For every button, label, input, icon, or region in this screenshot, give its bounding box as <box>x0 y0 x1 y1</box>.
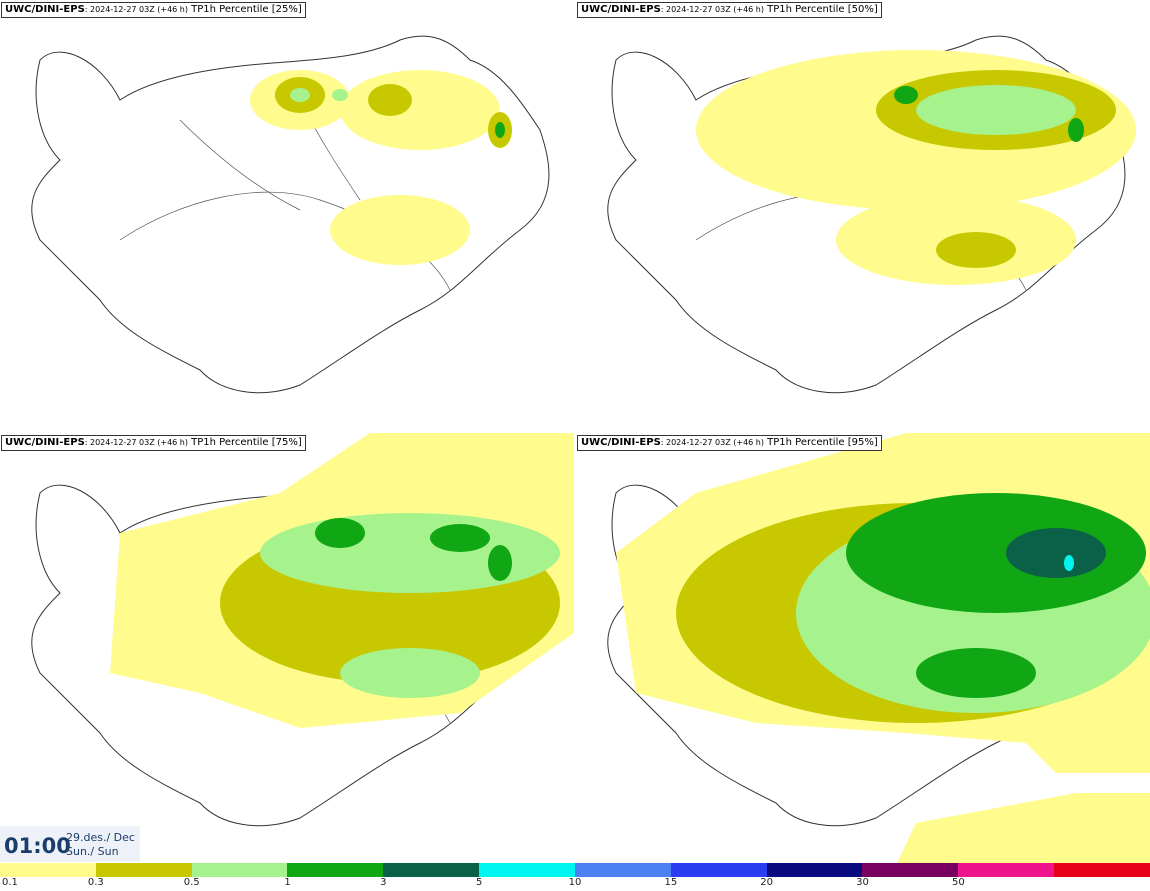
colorbar <box>0 863 1150 877</box>
panel-title: UWC/DINI-EPS: 2024-12-27 03Z (+46 h) TP1… <box>1 2 306 18</box>
weekday-line: Sun./ Sun <box>66 845 119 858</box>
colorbar-label: 0.3 <box>87 877 104 888</box>
map-panel-p25: UWC/DINI-EPS: 2024-12-27 03Z (+46 h) TP1… <box>0 0 574 432</box>
colorbar-segment <box>670 863 767 877</box>
panel-title: UWC/DINI-EPS: 2024-12-27 03Z (+46 h) TP1… <box>1 435 306 451</box>
colorbar-label: 0.5 <box>183 877 200 888</box>
precip-map <box>607 433 1150 865</box>
colorbar-label: 5 <box>475 877 483 888</box>
date-line: 29.des./ Dec <box>66 831 135 844</box>
colorbar-label: 15 <box>664 877 678 888</box>
colorbar-segment <box>766 863 863 877</box>
colorbar-segment <box>862 863 959 877</box>
panel-divider <box>0 431 1150 433</box>
colorbar-label: 1 <box>284 877 291 888</box>
panel-title: UWC/DINI-EPS: 2024-12-27 03Z (+46 h) TP1… <box>577 435 882 451</box>
map-panel-p75: UWC/DINI-EPS: 2024-12-27 03Z (+46 h) TP1… <box>0 433 574 865</box>
colorbar-segment <box>95 863 192 877</box>
colorbar-label: 0.1 <box>2 877 18 888</box>
colorbar-segment <box>383 863 480 877</box>
colorbar-segment <box>574 863 671 877</box>
colorbar-label: 3 <box>380 877 387 888</box>
precip-map <box>31 433 574 827</box>
map-panel-p95: UWC/DINI-EPS: 2024-12-27 03Z (+46 h) TP1… <box>576 433 1150 865</box>
colorbar-label: 10 <box>568 877 582 888</box>
colorbar-labels: 0.1 0.3 0.5 1 3 5 10 15 20 30 50 <box>0 877 1150 891</box>
valid-time: 01:00 <box>4 834 71 858</box>
colorbar-segment <box>0 863 96 877</box>
valid-time-box: 01:00 29.des./ Dec Sun./ Sun <box>0 826 140 862</box>
colorbar-segment <box>287 863 384 877</box>
colorbar-label: 50 <box>951 877 965 888</box>
colorbar-label: 30 <box>856 877 869 888</box>
valid-date: 29.des./ Dec Sun./ Sun <box>66 831 135 859</box>
colorbar-segment <box>1054 863 1150 877</box>
map-panel-p50: UWC/DINI-EPS: 2024-12-27 03Z (+46 h) TP1… <box>576 0 1150 432</box>
colorbar-segment <box>958 863 1055 877</box>
colorbar-segment <box>191 863 288 877</box>
precip-map <box>607 35 1136 394</box>
colorbar-label: 20 <box>760 877 774 888</box>
panel-title: UWC/DINI-EPS: 2024-12-27 03Z (+46 h) TP1… <box>577 2 882 18</box>
colorbar-segment <box>479 863 575 877</box>
precip-map <box>31 35 550 394</box>
